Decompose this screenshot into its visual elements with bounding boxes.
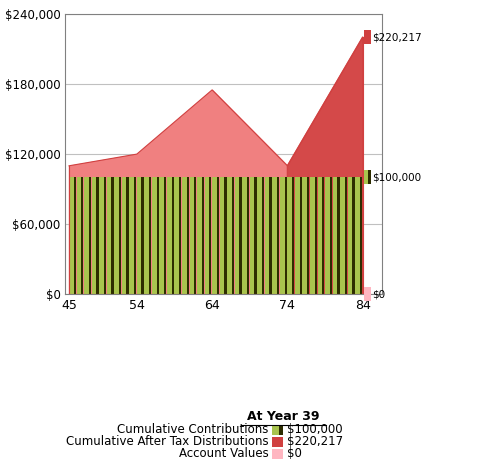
Bar — [174, 177, 179, 294]
Bar — [216, 177, 218, 294]
Bar — [136, 177, 141, 294]
Bar — [96, 177, 98, 294]
Bar — [287, 177, 292, 294]
Bar — [121, 177, 126, 294]
Bar — [302, 177, 307, 294]
Bar — [257, 177, 262, 294]
Bar — [114, 177, 119, 294]
Text: $100,000: $100,000 — [287, 423, 342, 436]
Bar — [159, 177, 164, 294]
Bar — [212, 177, 216, 294]
Bar — [186, 177, 188, 294]
Text: $220,217: $220,217 — [287, 435, 343, 448]
Bar — [262, 177, 264, 294]
Bar — [310, 177, 314, 294]
Bar — [284, 177, 286, 294]
Bar — [234, 177, 239, 294]
Bar — [104, 177, 106, 294]
Text: Account Values: Account Values — [178, 447, 268, 460]
Bar — [272, 449, 283, 459]
Bar — [352, 177, 354, 294]
Bar — [84, 177, 89, 294]
Bar — [246, 177, 248, 294]
Bar — [317, 177, 322, 294]
Bar — [340, 177, 344, 294]
Bar — [209, 177, 211, 294]
Bar — [322, 177, 324, 294]
Bar — [99, 177, 104, 294]
Bar — [299, 177, 301, 294]
Bar — [179, 177, 181, 294]
Bar — [265, 177, 269, 294]
Bar — [363, 30, 370, 44]
Bar — [181, 177, 186, 294]
Bar — [134, 177, 136, 294]
Bar — [141, 177, 143, 294]
Bar — [189, 177, 194, 294]
Bar — [272, 177, 277, 294]
Bar — [363, 287, 370, 301]
Bar — [201, 177, 203, 294]
Bar — [329, 177, 331, 294]
Bar — [295, 177, 299, 294]
Bar — [314, 177, 316, 294]
Bar — [69, 177, 74, 294]
Text: $100,000: $100,000 — [372, 172, 421, 183]
Bar — [111, 177, 113, 294]
Bar — [337, 177, 339, 294]
Bar — [231, 177, 233, 294]
Bar — [156, 177, 158, 294]
Bar — [307, 177, 309, 294]
Bar — [166, 177, 171, 294]
Text: Cumulative Contributions: Cumulative Contributions — [117, 423, 268, 436]
Bar — [151, 177, 156, 294]
Bar — [239, 177, 241, 294]
Bar — [129, 177, 134, 294]
Bar — [277, 177, 279, 294]
Bar — [106, 177, 111, 294]
Bar — [354, 177, 359, 294]
Bar — [367, 170, 370, 184]
Bar — [278, 425, 283, 435]
Bar — [269, 177, 271, 294]
Bar — [89, 177, 91, 294]
Bar — [242, 177, 246, 294]
Bar — [77, 177, 81, 294]
Bar — [196, 177, 201, 294]
Bar — [194, 177, 196, 294]
Bar — [91, 177, 96, 294]
Bar — [219, 177, 224, 294]
Bar — [292, 177, 294, 294]
Bar — [254, 177, 256, 294]
Bar — [344, 177, 346, 294]
Bar — [272, 425, 278, 435]
Bar — [144, 177, 149, 294]
Bar — [81, 177, 83, 294]
Bar — [249, 177, 254, 294]
Bar — [119, 177, 121, 294]
Text: $0: $0 — [287, 447, 302, 460]
Bar — [363, 170, 367, 184]
Text: At Year 39: At Year 39 — [247, 410, 319, 423]
Bar — [280, 177, 284, 294]
Bar — [126, 177, 128, 294]
Bar — [224, 177, 226, 294]
Bar — [226, 177, 231, 294]
Text: Cumulative After Tax Distributions: Cumulative After Tax Distributions — [66, 435, 268, 448]
Bar — [332, 177, 337, 294]
Bar — [325, 177, 329, 294]
Bar — [272, 437, 283, 447]
Bar — [171, 177, 173, 294]
Bar — [74, 177, 76, 294]
Polygon shape — [287, 37, 362, 294]
Bar — [204, 177, 209, 294]
Text: $220,217: $220,217 — [372, 32, 421, 42]
Bar — [359, 177, 361, 294]
Bar — [149, 177, 151, 294]
Text: $0: $0 — [372, 289, 385, 299]
Bar — [347, 177, 352, 294]
Bar — [164, 177, 166, 294]
